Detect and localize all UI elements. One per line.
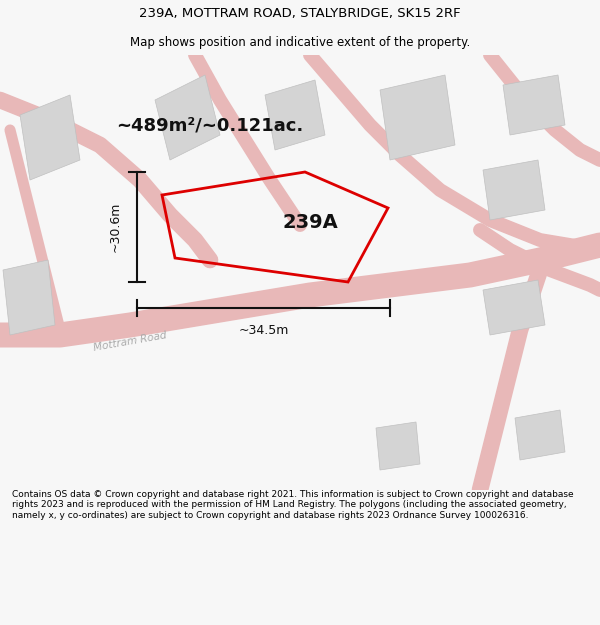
Polygon shape <box>155 75 220 160</box>
Polygon shape <box>3 260 55 335</box>
Text: ~489m²/~0.121ac.: ~489m²/~0.121ac. <box>116 116 304 134</box>
Text: Contains OS data © Crown copyright and database right 2021. This information is : Contains OS data © Crown copyright and d… <box>12 490 574 520</box>
Polygon shape <box>380 75 455 160</box>
Text: ~34.5m: ~34.5m <box>238 324 289 336</box>
Polygon shape <box>376 422 420 470</box>
Polygon shape <box>503 75 565 135</box>
Polygon shape <box>515 410 565 460</box>
Text: 239A, MOTTRAM ROAD, STALYBRIDGE, SK15 2RF: 239A, MOTTRAM ROAD, STALYBRIDGE, SK15 2R… <box>139 8 461 20</box>
Polygon shape <box>483 160 545 220</box>
Text: Mottram Road: Mottram Road <box>92 331 167 353</box>
Polygon shape <box>483 280 545 335</box>
Polygon shape <box>20 95 80 180</box>
Text: 239A: 239A <box>282 213 338 231</box>
Text: Map shows position and indicative extent of the property.: Map shows position and indicative extent… <box>130 36 470 49</box>
Text: ~30.6m: ~30.6m <box>109 202 121 252</box>
Polygon shape <box>265 80 325 150</box>
